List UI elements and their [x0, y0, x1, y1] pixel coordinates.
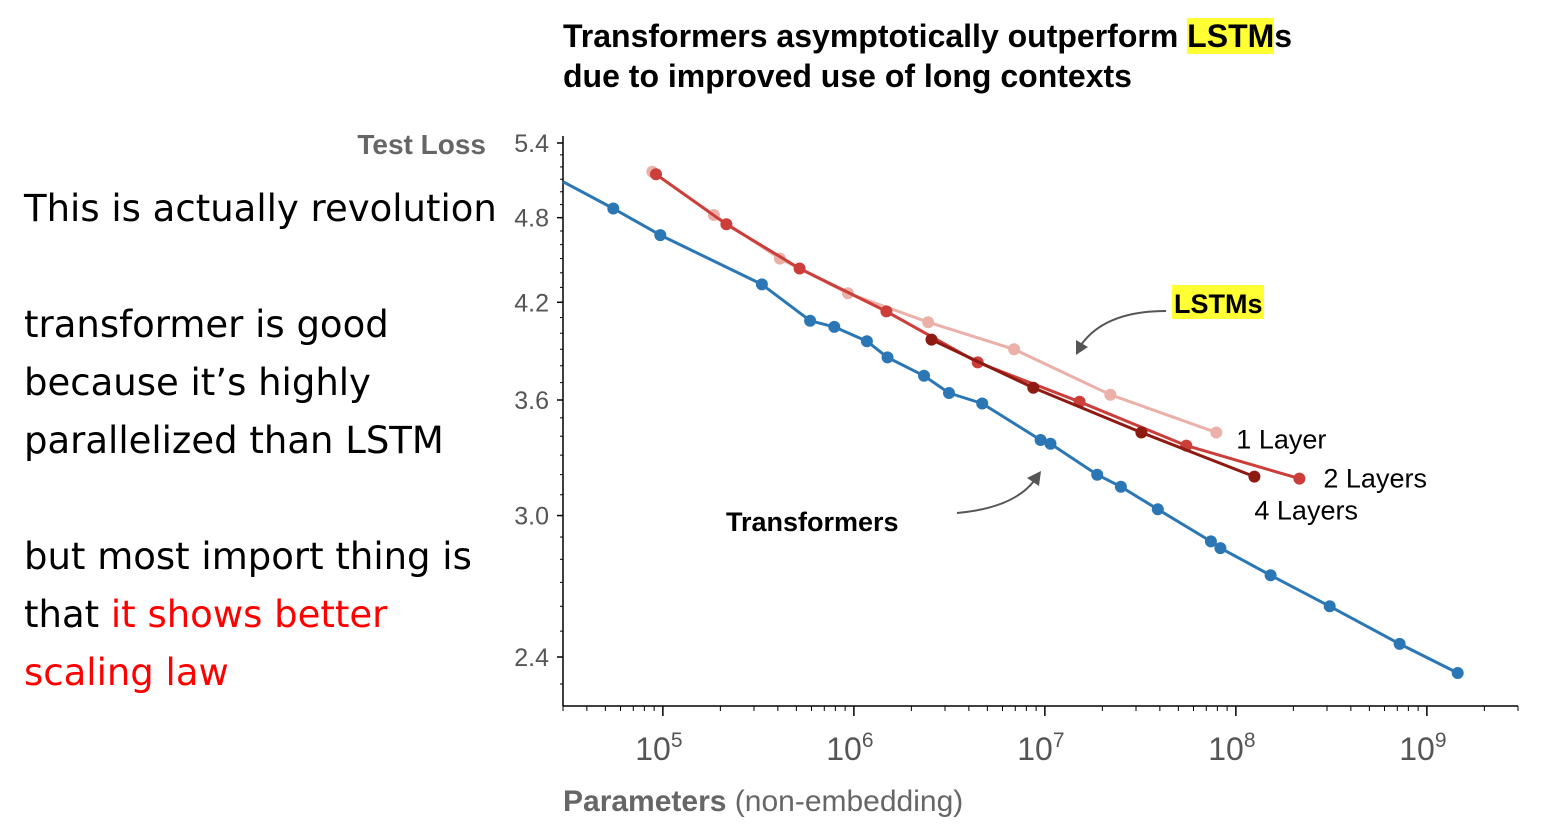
series-transformers: [562, 180, 1464, 679]
lstms-annotation-suffix: s: [1248, 289, 1263, 319]
series-line-lstm-4-layers: [930, 338, 1255, 478]
series-line-lstm-1-layer: [651, 170, 1217, 434]
series-line-transformers: [562, 180, 1459, 675]
note-revolution: This is actually revolution: [24, 187, 497, 230]
chart-title-suffix: s: [1274, 18, 1293, 54]
y-axis-label: Test Loss: [357, 129, 486, 160]
data-point-transformers: [1451, 667, 1464, 679]
y-tick-label: 5.4: [514, 130, 549, 158]
lstms-annotation-main: LSTM: [1174, 289, 1248, 319]
series-label-lstm-4-layers: 4 Layers: [1254, 496, 1358, 526]
data-point-lstm-4-layers: [925, 333, 938, 346]
data-point-transformers: [918, 369, 930, 382]
series-lstm-4-layers: 4 Layers: [925, 333, 1358, 526]
data-point-lstm-1-layer: [1210, 426, 1223, 439]
note-scaling-law: but most import thing is that it shows b…: [24, 528, 504, 702]
data-point-lstm-1-layer: [922, 316, 935, 329]
data-point-transformers: [1114, 480, 1127, 493]
data-point-transformers: [1393, 637, 1406, 650]
note-scaling-prefix: but most import thing is that: [24, 535, 472, 636]
series-label-lstm-2-layers: 2 Layers: [1323, 464, 1427, 494]
data-point-transformers: [755, 278, 768, 291]
data-point-lstm-4-layers: [1027, 381, 1040, 394]
chart-title-line2: due to improved use of long contexts: [563, 58, 1132, 94]
data-point-transformers: [1204, 535, 1217, 548]
data-point-lstm-2-layers: [650, 168, 662, 181]
chart-annotations: LSTMs Transformers: [726, 285, 1264, 537]
data-point-lstm-2-layers: [1293, 472, 1306, 485]
x-tick-label: 107: [1017, 729, 1064, 767]
transformers-arrowhead: [1027, 471, 1041, 486]
data-point-transformers: [943, 387, 955, 399]
series-line-lstm-2-layers: [655, 173, 1300, 481]
data-point-transformers: [1151, 503, 1164, 516]
data-point-transformers: [1264, 569, 1277, 582]
data-point-transformers: [976, 397, 989, 410]
data-point-lstm-1-layer: [1104, 388, 1117, 401]
data-point-transformers: [1034, 434, 1047, 446]
data-point-lstm-2-layers: [880, 305, 893, 318]
x-tick-label: 108: [1208, 729, 1255, 767]
x-tick-label: 109: [1399, 729, 1446, 767]
y-tick-label: 3.0: [514, 503, 549, 531]
x-axis-label: Parameters (non-embedding): [563, 785, 963, 818]
data-point-transformers: [804, 314, 817, 327]
data-point-transformers: [881, 351, 894, 364]
chart-title: Transformers asymptotically outperform L…: [563, 16, 1292, 96]
lstms-annotation-highlight: [1172, 285, 1264, 319]
data-point-transformers: [654, 229, 667, 242]
chart-title-lstm-highlight: LSTM: [1187, 18, 1275, 54]
x-tick-label: 105: [635, 729, 682, 767]
chart-title-line1: Transformers asymptotically outperform L…: [563, 18, 1292, 54]
data-point-transformers: [860, 335, 873, 348]
y-tick-label: 4.8: [514, 205, 549, 233]
data-point-lstm-4-layers: [1135, 426, 1148, 439]
data-point-lstm-4-layers: [1248, 470, 1261, 483]
y-tick-label: 2.4: [514, 644, 549, 672]
data-point-transformers: [828, 320, 841, 333]
lstms-arrowhead: [1076, 340, 1088, 355]
data-point-transformers: [1091, 468, 1104, 481]
data-point-transformers: [607, 202, 620, 215]
data-point-transformers: [1214, 542, 1227, 555]
lstms-annotation: LSTMs: [1174, 289, 1263, 319]
data-point-transformers: [1044, 437, 1057, 450]
note-parallelized: transformer is good because it’s highly …: [24, 303, 444, 462]
transformers-arrow: [956, 480, 1035, 514]
lstms-arrow: [1080, 310, 1167, 346]
transformers-annotation: Transformers: [726, 507, 899, 537]
chart-title-prefix: Transformers asymptotically outperform: [563, 18, 1188, 54]
data-point-lstm-1-layer: [1008, 343, 1021, 356]
note-scaling-highlight: it shows better scaling law: [24, 593, 388, 694]
y-tick-label: 4.2: [514, 289, 549, 317]
data-point-lstm-2-layers: [720, 218, 733, 231]
notes-panel: This is actually revolution transformer …: [24, 180, 504, 702]
x-tick-label: 106: [826, 729, 873, 767]
chart-axes: 2.4 3.0 3.6 4.2 4.8 5.4 Test Loss 105 106 107 108 1…: [357, 129, 1519, 818]
data-point-lstm-2-layers: [793, 262, 806, 275]
series-label-lstm-1-layer: 1 Layer: [1236, 425, 1326, 455]
data-point-transformers: [1323, 600, 1336, 613]
y-tick-label: 3.6: [514, 387, 549, 415]
